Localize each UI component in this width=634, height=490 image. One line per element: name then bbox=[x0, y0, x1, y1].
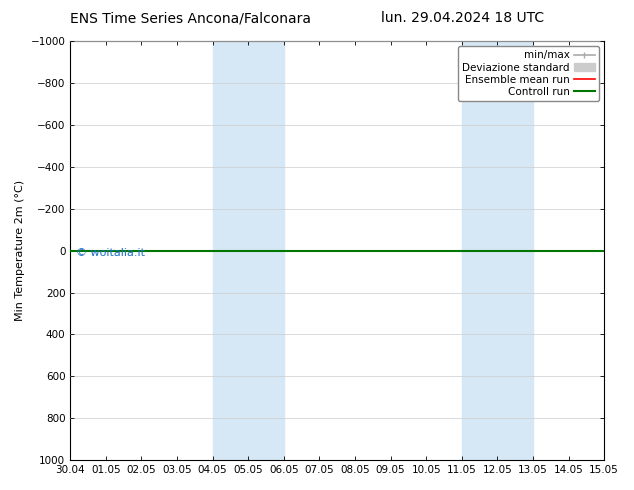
Bar bbox=[462, 41, 533, 460]
Text: lun. 29.04.2024 18 UTC: lun. 29.04.2024 18 UTC bbox=[381, 11, 545, 25]
Bar bbox=[212, 41, 284, 460]
Text: ENS Time Series Ancona/Falconara: ENS Time Series Ancona/Falconara bbox=[70, 11, 311, 25]
Y-axis label: Min Temperature 2m (°C): Min Temperature 2m (°C) bbox=[15, 180, 25, 321]
Legend: min/max, Deviazione standard, Ensemble mean run, Controll run: min/max, Deviazione standard, Ensemble m… bbox=[458, 46, 599, 101]
Text: © woitalia.it: © woitalia.it bbox=[75, 248, 145, 259]
